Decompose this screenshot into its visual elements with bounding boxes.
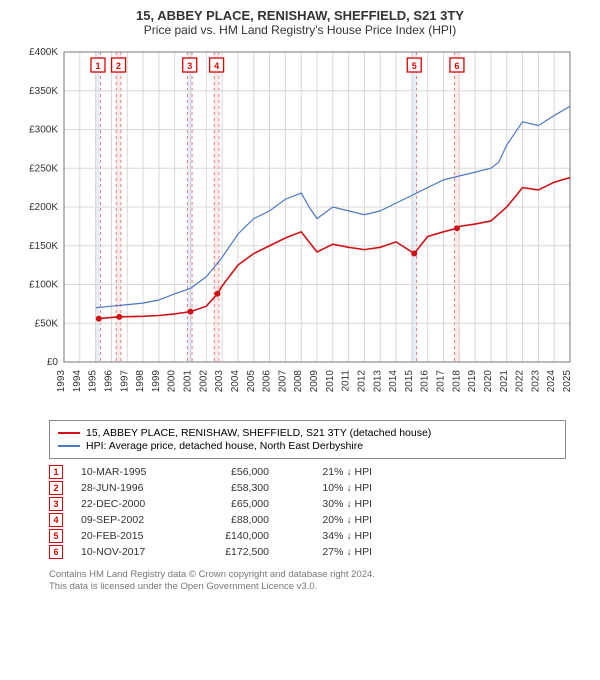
svg-text:£250K: £250K — [29, 163, 58, 174]
event-price: £56,000 — [194, 466, 269, 478]
event-marker: 3 — [49, 497, 63, 511]
svg-text:1996: 1996 — [103, 370, 114, 393]
svg-text:2007: 2007 — [277, 370, 288, 393]
svg-text:1993: 1993 — [56, 370, 67, 393]
svg-text:2003: 2003 — [214, 370, 225, 393]
event-delta: 30% ↓ HPI — [287, 498, 372, 510]
event-row: 4 09-SEP-2002 £88,000 20% ↓ HPI — [49, 513, 566, 527]
svg-text:2013: 2013 — [372, 370, 383, 393]
legend-swatch — [58, 432, 80, 434]
events-table: 1 10-MAR-1995 £56,000 21% ↓ HPI 2 28-JUN-1996… — [49, 465, 566, 559]
svg-text:2017: 2017 — [436, 370, 447, 393]
chart-subtitle: Price paid vs. HM Land Registry's House … — [14, 23, 586, 37]
event-price: £65,000 — [194, 498, 269, 510]
svg-text:2021: 2021 — [499, 370, 510, 393]
svg-text:2016: 2016 — [420, 370, 431, 393]
event-price: £58,300 — [194, 482, 269, 494]
svg-text:2019: 2019 — [467, 370, 478, 393]
event-date: 28-JUN-1996 — [81, 482, 176, 494]
legend-label: 15, ABBEY PLACE, RENISHAW, SHEFFIELD, S2… — [86, 427, 431, 439]
legend-item: HPI: Average price, detached house, Nort… — [58, 440, 557, 452]
event-price: £140,000 — [194, 530, 269, 542]
svg-text:2011: 2011 — [341, 370, 352, 392]
svg-text:1995: 1995 — [88, 370, 99, 393]
svg-text:2009: 2009 — [309, 370, 320, 393]
svg-text:2012: 2012 — [356, 370, 367, 393]
event-marker: 4 — [49, 513, 63, 527]
svg-text:3: 3 — [187, 61, 192, 71]
event-date: 10-MAR-1995 — [81, 466, 176, 478]
svg-text:£50K: £50K — [35, 318, 59, 329]
chart-plot: £0 £50K £100K £150K £200K £250K £300K £350K £400… — [20, 42, 580, 412]
event-price: £88,000 — [194, 514, 269, 526]
svg-text:2001: 2001 — [183, 370, 194, 393]
legend-label: HPI: Average price, detached house, Nort… — [86, 440, 363, 452]
svg-text:2000: 2000 — [167, 370, 178, 393]
event-delta: 34% ↓ HPI — [287, 530, 372, 542]
svg-text:2002: 2002 — [198, 370, 209, 393]
svg-text:2024: 2024 — [546, 370, 557, 393]
svg-text:2004: 2004 — [230, 370, 241, 393]
svg-text:2008: 2008 — [293, 370, 304, 393]
event-row: 2 28-JUN-1996 £58,300 10% ↓ HPI — [49, 481, 566, 495]
svg-text:2023: 2023 — [530, 370, 541, 393]
event-date: 20-FEB-2015 — [81, 530, 176, 542]
svg-text:2022: 2022 — [515, 370, 526, 393]
chart-container: 15, ABBEY PLACE, RENISHAW, SHEFFIELD, S2… — [0, 0, 600, 602]
svg-text:2025: 2025 — [562, 370, 573, 393]
svg-text:6: 6 — [454, 61, 459, 71]
svg-text:£200K: £200K — [29, 202, 58, 213]
svg-text:2015: 2015 — [404, 370, 415, 393]
event-delta: 10% ↓ HPI — [287, 482, 372, 494]
event-marker: 2 — [49, 481, 63, 495]
event-marker: 1 — [49, 465, 63, 479]
footnote-line: Contains HM Land Registry data © Crown c… — [49, 569, 566, 581]
svg-text:4: 4 — [214, 61, 219, 71]
event-row: 1 10-MAR-1995 £56,000 21% ↓ HPI — [49, 465, 566, 479]
event-marker: 6 — [49, 545, 63, 559]
svg-text:1997: 1997 — [119, 370, 130, 393]
footnote: Contains HM Land Registry data © Crown c… — [49, 569, 566, 594]
svg-text:1994: 1994 — [72, 370, 83, 393]
svg-text:2010: 2010 — [325, 370, 336, 393]
svg-text:1999: 1999 — [151, 370, 162, 393]
legend-item: 15, ABBEY PLACE, RENISHAW, SHEFFIELD, S2… — [58, 427, 557, 439]
svg-text:£0: £0 — [47, 357, 59, 368]
svg-text:£400K: £400K — [29, 47, 58, 58]
event-price: £172,500 — [194, 546, 269, 558]
event-delta: 20% ↓ HPI — [287, 514, 372, 526]
svg-text:2014: 2014 — [388, 370, 399, 393]
svg-text:£300K: £300K — [29, 125, 58, 136]
svg-text:2020: 2020 — [483, 370, 494, 393]
chart-title: 15, ABBEY PLACE, RENISHAW, SHEFFIELD, S2… — [14, 8, 586, 23]
event-delta: 27% ↓ HPI — [287, 546, 372, 558]
svg-text:2: 2 — [116, 61, 121, 71]
svg-text:£150K: £150K — [29, 241, 58, 252]
event-date: 10-NOV-2017 — [81, 546, 176, 558]
svg-text:2018: 2018 — [451, 370, 462, 393]
event-date: 22-DEC-2000 — [81, 498, 176, 510]
svg-text:£350K: £350K — [29, 86, 58, 97]
event-row: 6 10-NOV-2017 £172,500 27% ↓ HPI — [49, 545, 566, 559]
event-row: 5 20-FEB-2015 £140,000 34% ↓ HPI — [49, 529, 566, 543]
event-date: 09-SEP-2002 — [81, 514, 176, 526]
legend-swatch — [58, 445, 80, 447]
svg-text:1: 1 — [95, 61, 100, 71]
event-marker: 5 — [49, 529, 63, 543]
svg-text:£100K: £100K — [29, 280, 58, 291]
legend: 15, ABBEY PLACE, RENISHAW, SHEFFIELD, S2… — [49, 420, 566, 459]
svg-text:2005: 2005 — [246, 370, 257, 393]
event-delta: 21% ↓ HPI — [287, 466, 372, 478]
svg-text:5: 5 — [412, 61, 417, 71]
event-row: 3 22-DEC-2000 £65,000 30% ↓ HPI — [49, 497, 566, 511]
svg-text:2006: 2006 — [262, 370, 273, 393]
svg-text:1998: 1998 — [135, 370, 146, 393]
footnote-line: This data is licensed under the Open Gov… — [49, 581, 566, 593]
